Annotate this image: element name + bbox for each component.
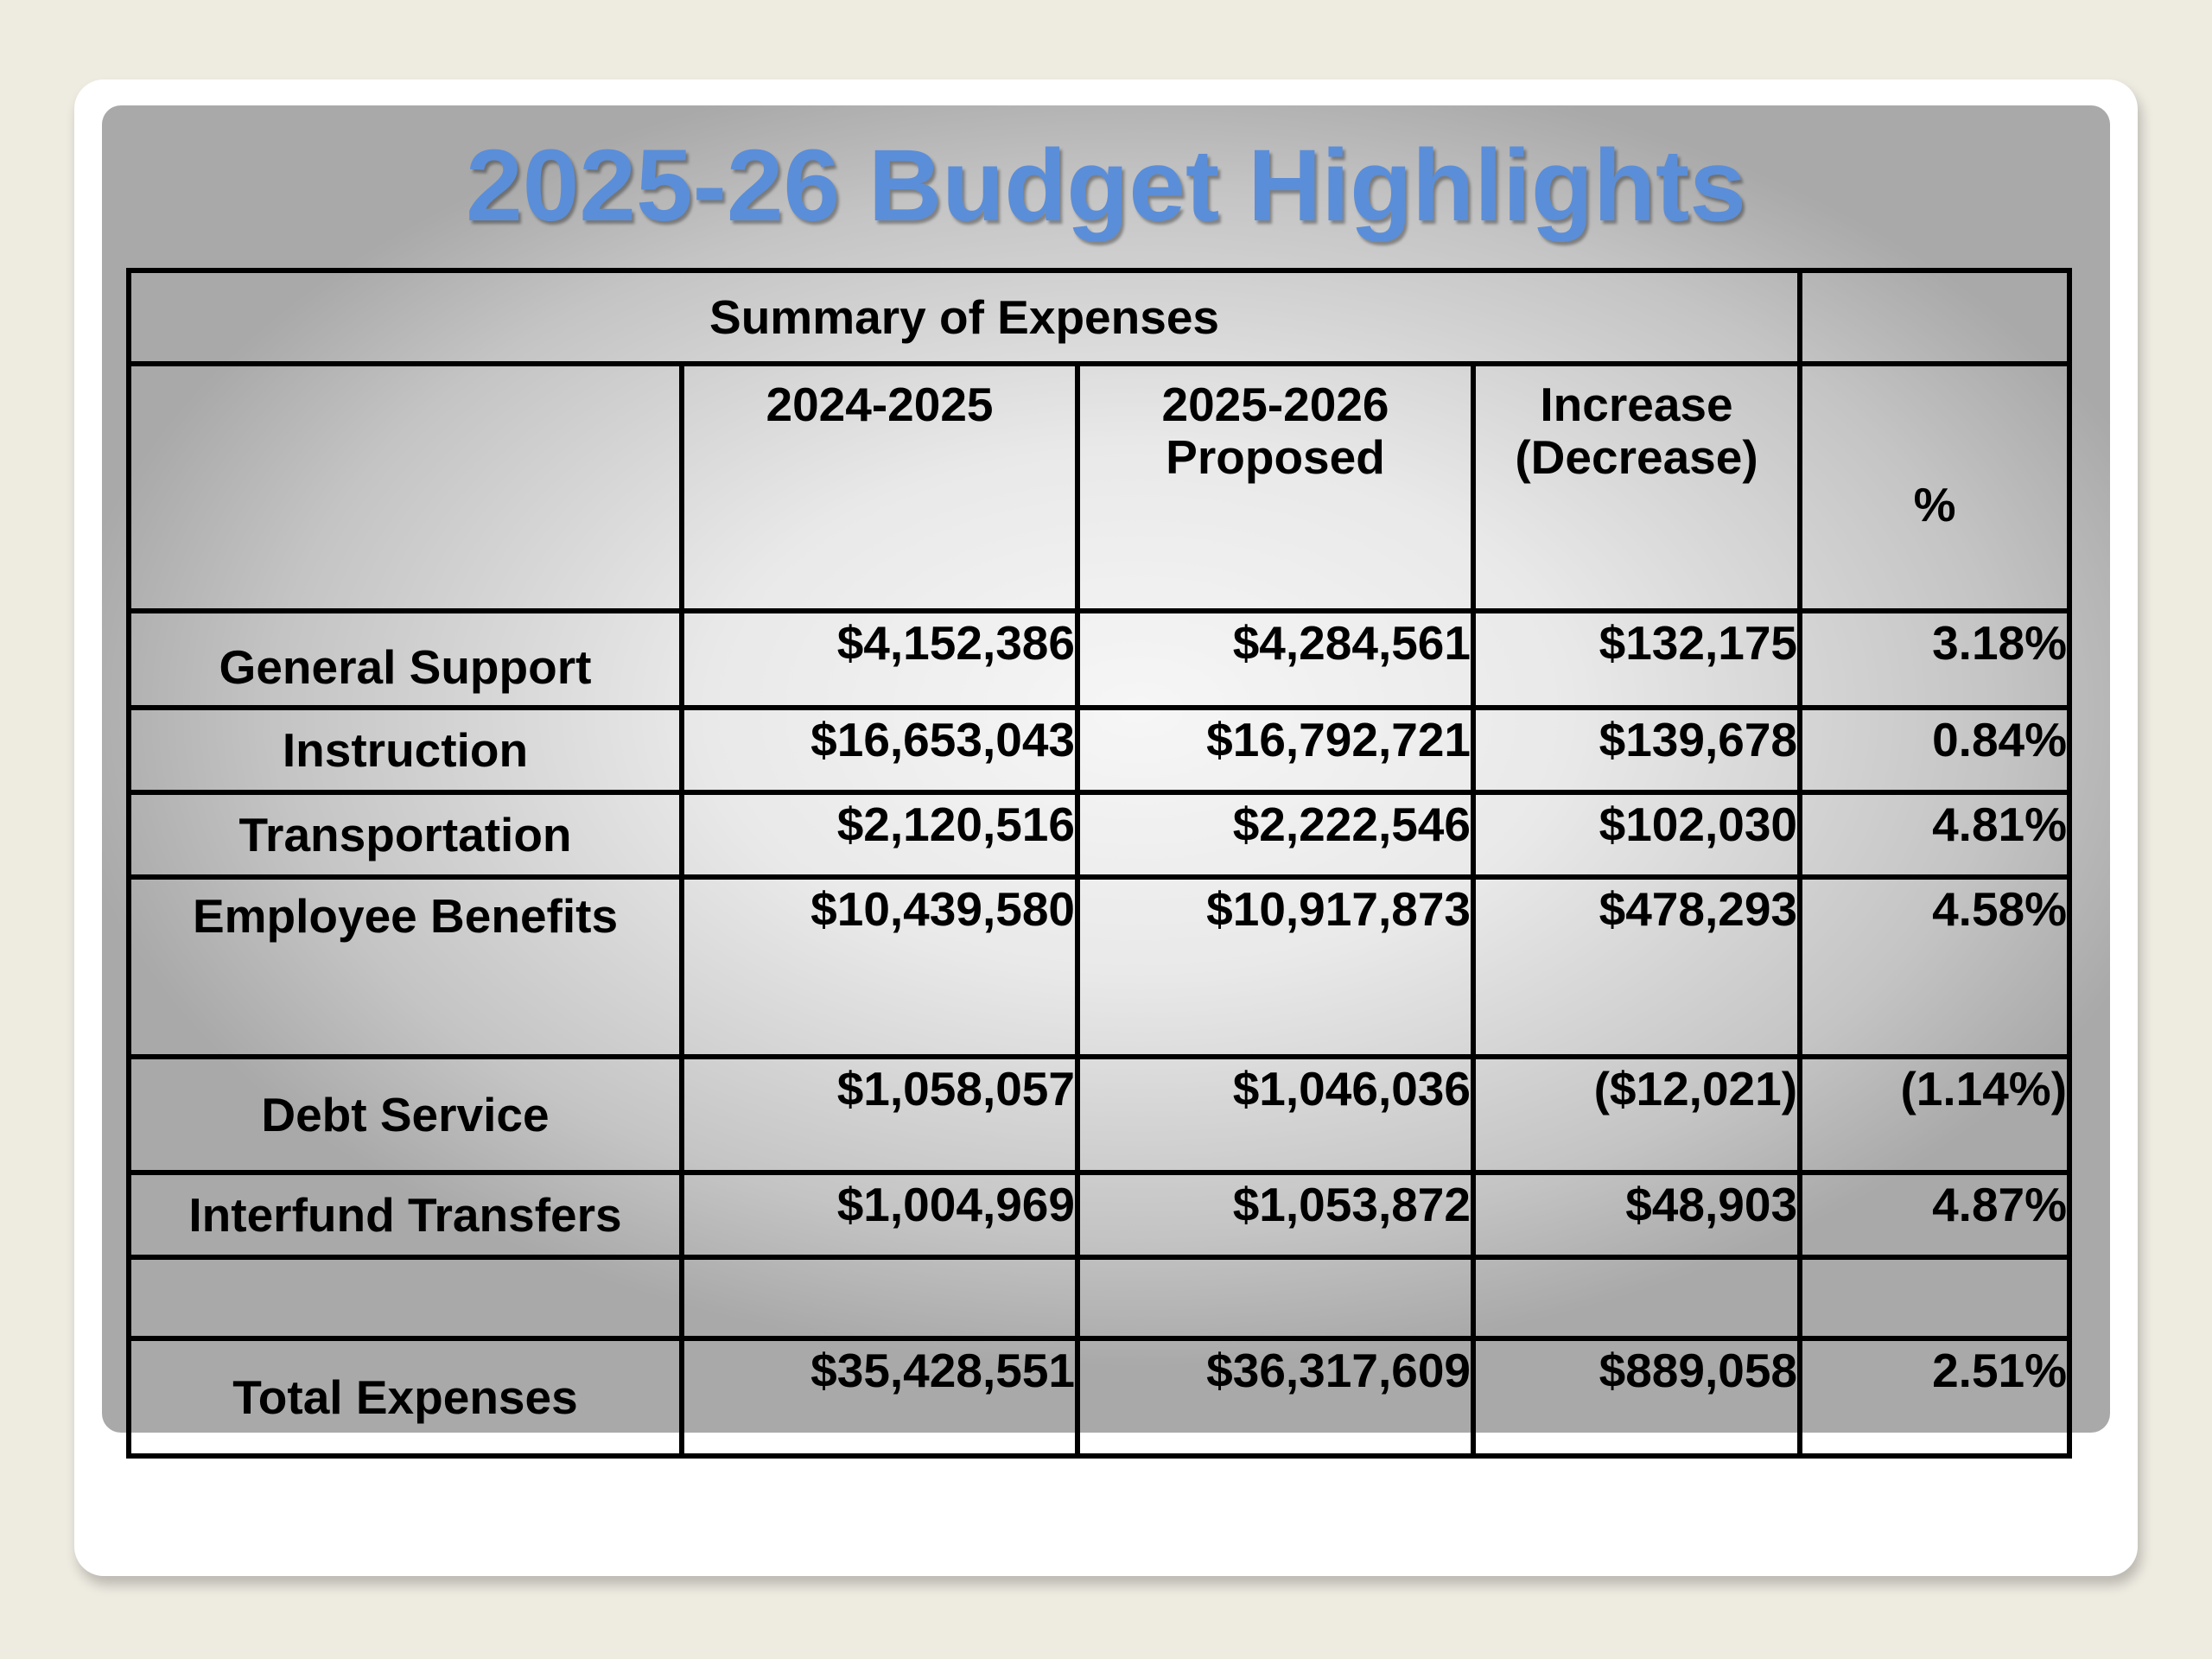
cell-percent: (1.14%)	[1797, 1054, 2073, 1175]
column-header-2024-2025: 2024-2025	[679, 361, 1080, 613]
empty-cell	[1797, 1255, 2073, 1341]
total-2025-2026: $36,317,609	[1075, 1336, 1476, 1459]
table-row: Debt Service $1,058,057 $1,046,036 ($12,…	[126, 1054, 2073, 1175]
column-header-line2: Proposed	[1166, 429, 1385, 484]
empty-cell	[1075, 1255, 1476, 1341]
empty-cell	[126, 1255, 684, 1341]
cell-2024-2025: $4,152,386	[679, 608, 1080, 710]
table-row: Instruction $16,653,043 $16,792,721 $139…	[126, 705, 2073, 795]
expense-summary-table: Summary of Expenses 2024-2025 2025-2026 …	[125, 268, 2073, 1459]
cell-2024-2025: $1,004,969	[679, 1170, 1080, 1260]
table-caption-row: Summary of Expenses	[125, 268, 2073, 366]
table-row: Transportation $2,120,516 $2,222,546 $10…	[126, 790, 2073, 880]
total-increase: $889,058	[1470, 1336, 1803, 1459]
table-row: Employee Benefits $10,439,580 $10,917,87…	[126, 874, 2073, 1059]
cell-percent: 4.58%	[1797, 874, 2073, 1059]
cell-percent: 0.84%	[1797, 705, 2073, 795]
row-label: Instruction	[126, 705, 684, 795]
cell-2025-2026: $10,917,873	[1075, 874, 1476, 1059]
cell-increase: $48,903	[1470, 1170, 1803, 1260]
empty-cell	[1797, 268, 2073, 366]
table-header-row: 2024-2025 2025-2026 Proposed Increase (D…	[126, 361, 2073, 613]
table-caption: Summary of Expenses	[125, 268, 1803, 366]
column-header-2025-2026: 2025-2026 Proposed	[1075, 361, 1476, 613]
empty-header-cell	[126, 361, 684, 613]
empty-cell	[1470, 1255, 1803, 1341]
cell-increase: $132,175	[1470, 608, 1803, 710]
empty-cell	[679, 1255, 1080, 1341]
total-row: Total Expenses $35,428,551 $36,317,609 $…	[126, 1336, 2073, 1459]
column-header-percent: %	[1797, 361, 2073, 613]
cell-increase: $478,293	[1470, 874, 1803, 1059]
cell-percent: 4.81%	[1797, 790, 2073, 880]
row-label: Transportation	[126, 790, 684, 880]
cell-2025-2026: $4,284,561	[1075, 608, 1476, 710]
cell-percent: 3.18%	[1797, 608, 2073, 710]
row-label: General Support	[126, 608, 684, 710]
empty-row	[126, 1255, 2073, 1341]
column-header-line2: (Decrease)	[1515, 429, 1758, 484]
cell-2025-2026: $1,053,872	[1075, 1170, 1476, 1260]
total-label: Total Expenses	[126, 1336, 684, 1459]
column-header-line1: Increase	[1540, 378, 1733, 431]
slide-title: 2025-26 Budget Highlights	[466, 129, 1746, 243]
cell-increase: ($12,021)	[1470, 1054, 1803, 1175]
total-2024-2025: $35,428,551	[679, 1336, 1080, 1459]
cell-2025-2026: $16,792,721	[1075, 705, 1476, 795]
cell-2024-2025: $10,439,580	[679, 874, 1080, 1059]
column-header-text: 2024-2025	[766, 378, 994, 431]
cell-2024-2025: $1,058,057	[679, 1054, 1080, 1175]
column-header-increase: Increase (Decrease)	[1470, 361, 1803, 613]
cell-increase: $139,678	[1470, 705, 1803, 795]
cell-2025-2026: $1,046,036	[1075, 1054, 1476, 1175]
row-label: Employee Benefits	[126, 874, 684, 1059]
table-row: Interfund Transfers $1,004,969 $1,053,87…	[126, 1170, 2073, 1260]
total-percent: 2.51%	[1797, 1336, 2073, 1459]
cell-2024-2025: $2,120,516	[679, 790, 1080, 880]
column-header-line1: 2025-2026	[1161, 378, 1389, 431]
cell-2024-2025: $16,653,043	[679, 705, 1080, 795]
cell-increase: $102,030	[1470, 790, 1803, 880]
table-row: General Support $4,152,386 $4,284,561 $1…	[126, 608, 2073, 710]
row-label: Interfund Transfers	[126, 1170, 684, 1260]
row-label: Debt Service	[126, 1054, 684, 1175]
cell-2025-2026: $2,222,546	[1075, 790, 1476, 880]
cell-percent: 4.87%	[1797, 1170, 2073, 1260]
